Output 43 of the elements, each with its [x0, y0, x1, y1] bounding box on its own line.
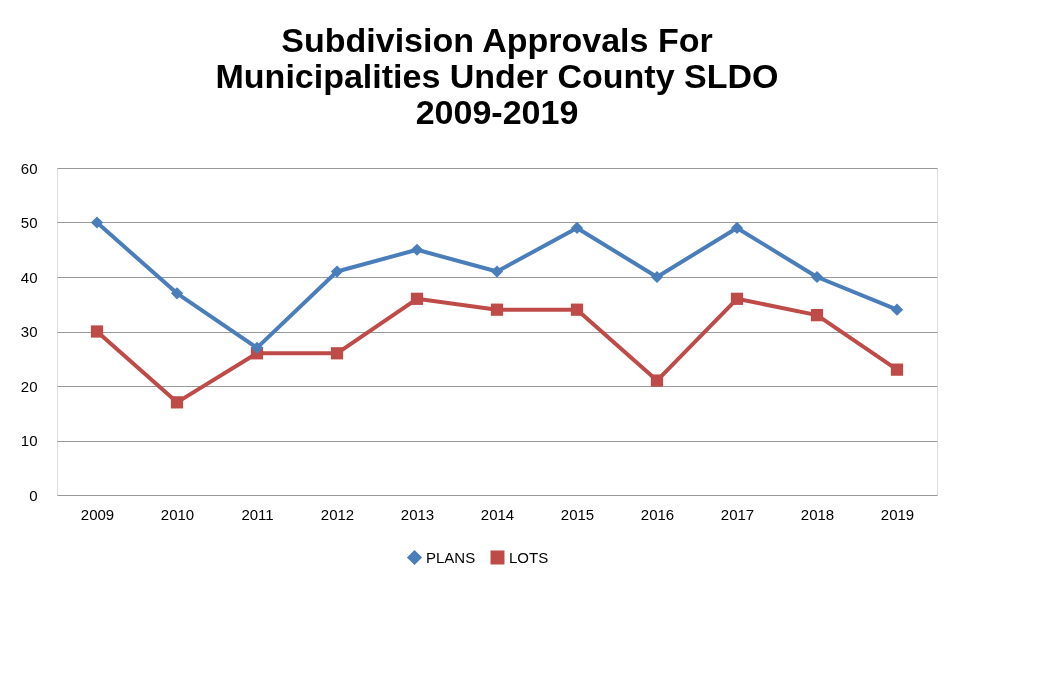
point	[170, 396, 184, 409]
x-tick-label: 2016	[640, 505, 675, 523]
point	[330, 265, 344, 278]
y-tick-label: 40	[20, 268, 38, 286]
x-tick-label: 2015	[560, 505, 595, 523]
x-tick-label: 2017	[720, 505, 755, 523]
x-tick-label: 2019	[880, 505, 915, 523]
point	[410, 243, 424, 256]
point	[490, 265, 504, 278]
x-tick-label: 2009	[80, 505, 115, 523]
point	[810, 309, 824, 322]
y-tick-label: 30	[20, 323, 38, 340]
point	[90, 325, 104, 338]
point	[490, 303, 504, 316]
x-tick-label: 2013	[400, 505, 435, 523]
point	[650, 374, 664, 387]
point	[570, 303, 584, 316]
point	[170, 287, 184, 300]
y-tick-label: 60	[20, 159, 38, 177]
y-tick-label: 20	[20, 377, 38, 395]
point	[890, 363, 904, 376]
point	[730, 221, 744, 235]
y-tick-label: 50	[20, 214, 38, 231]
point	[330, 347, 344, 360]
legend-label: PLANS	[426, 548, 476, 566]
point	[890, 303, 904, 316]
point	[410, 292, 424, 305]
y-tick-label: 0	[29, 486, 38, 504]
legend-label: LOTS	[509, 548, 549, 566]
point	[650, 270, 664, 284]
point	[730, 292, 744, 305]
x-tick-label: 2011	[241, 505, 274, 523]
y-tick-label: 10	[20, 432, 38, 449]
point	[810, 270, 824, 284]
point	[570, 221, 584, 235]
x-tick-label: 2018	[800, 505, 835, 523]
x-tick-label: 2012	[320, 505, 355, 523]
point	[250, 341, 264, 354]
point	[90, 216, 104, 229]
x-tick-label: 2010	[160, 505, 195, 523]
text: Subdivision Approvals For	[281, 21, 713, 59]
text: 2009-2019	[415, 93, 579, 131]
x-tick-label: 2014	[480, 505, 515, 523]
